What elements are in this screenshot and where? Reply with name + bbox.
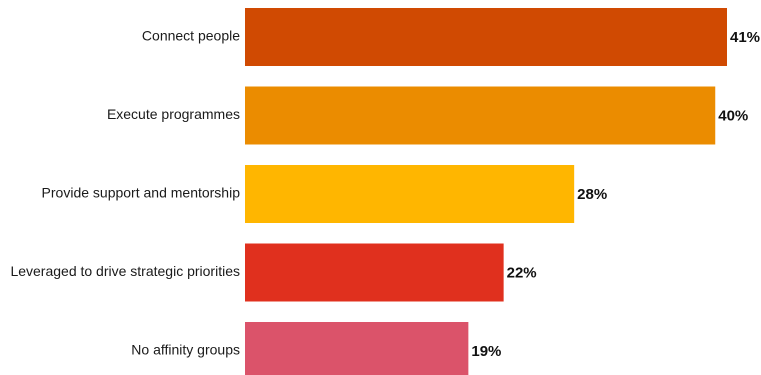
value-label-2: 40% xyxy=(718,107,748,124)
category-label-4: Leveraged to drive strategic priorities xyxy=(10,263,240,279)
bar-2 xyxy=(245,86,716,145)
category-label-2: Execute programmes xyxy=(107,106,240,122)
value-label-5: 19% xyxy=(471,343,501,360)
bar-5 xyxy=(245,322,469,375)
category-label-5: No affinity groups xyxy=(131,342,240,358)
value-label-1: 41% xyxy=(730,29,760,46)
bar-4 xyxy=(245,243,504,302)
value-label-4: 22% xyxy=(507,264,537,281)
bar-3 xyxy=(245,165,575,223)
value-label-3: 28% xyxy=(577,186,607,203)
bar-1 xyxy=(245,8,727,66)
category-label-3: Provide support and mentorship xyxy=(42,185,241,201)
category-label-1: Connect people xyxy=(142,28,240,44)
